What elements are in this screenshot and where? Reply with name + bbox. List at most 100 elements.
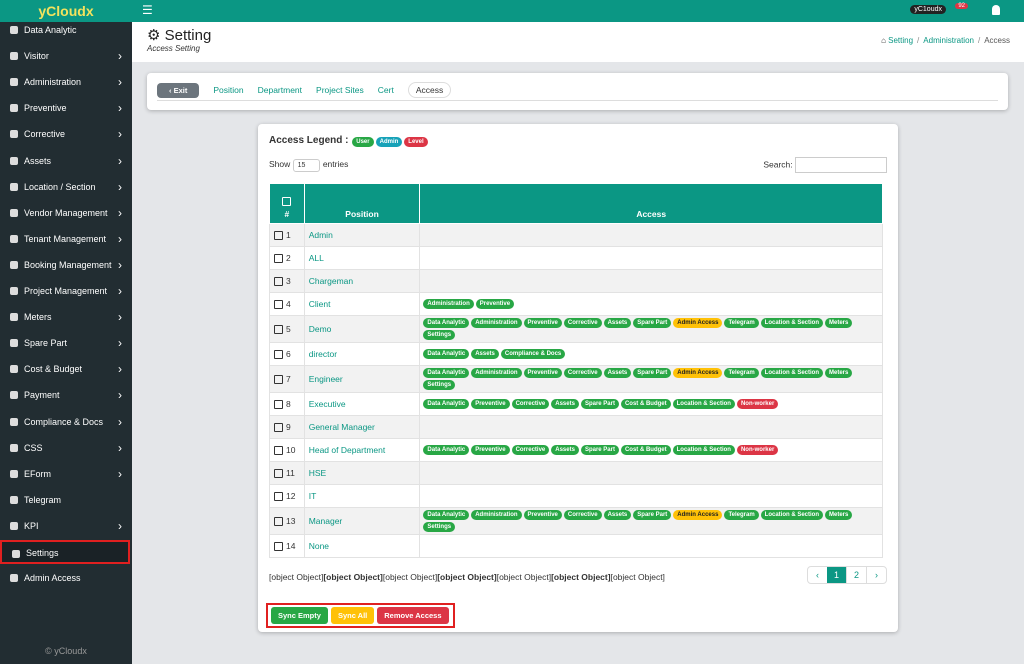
search-input[interactable] [795, 157, 887, 173]
position-link[interactable]: IT [308, 491, 317, 501]
column-header[interactable]: Position [303, 183, 421, 224]
breadcrumb-item[interactable]: Administration [923, 36, 974, 45]
access-badge: Preventive [471, 399, 510, 409]
sidebar-item[interactable]: Administration [0, 70, 130, 94]
page-link[interactable]: 1 [826, 567, 846, 583]
user-icon[interactable] [992, 5, 1000, 15]
page-next[interactable]: › [866, 567, 886, 583]
row-checkbox[interactable] [274, 423, 283, 433]
legend-badge: Level [404, 137, 428, 147]
sidebar-item[interactable]: Data Analytic [0, 18, 130, 42]
access-badge: Administration [471, 318, 522, 328]
row-number-cell: 1 [269, 223, 305, 247]
access-cell [419, 461, 883, 485]
position-cell: HSE [303, 461, 421, 485]
row-checkbox[interactable] [274, 325, 283, 335]
row-checkbox[interactable] [274, 300, 283, 310]
row-checkbox[interactable] [274, 469, 283, 479]
sidebar-item[interactable]: Booking Management [0, 253, 130, 277]
row-number: 12 [286, 490, 296, 501]
access-badge: Location & Section [760, 510, 824, 520]
access-badge: Administration [471, 510, 522, 520]
row-checkbox[interactable] [274, 254, 283, 264]
position-link[interactable]: Admin [308, 230, 333, 240]
page-size-select[interactable]: 15 [292, 159, 321, 172]
position-link[interactable]: ALL [308, 253, 324, 263]
tab[interactable]: Department [257, 85, 303, 95]
breadcrumb-item[interactable]: Setting [888, 36, 914, 45]
sidebar-item[interactable]: Location / Section [0, 175, 130, 199]
position-link[interactable]: General Manager [308, 422, 375, 432]
position-link[interactable]: Manager [308, 516, 343, 526]
table-row: 6 director Data Analytic Assets Compliance &… [269, 342, 883, 366]
column-header[interactable]: Access [419, 183, 883, 224]
action-button[interactable]: Sync All [330, 607, 375, 624]
access-cell: Administration Preventive [419, 292, 883, 316]
position-link[interactable]: Chargeman [308, 276, 354, 286]
access-badge: Assets [551, 445, 579, 455]
sidebar-item[interactable]: Corrective [0, 122, 130, 146]
sidebar-item[interactable]: Spare Part [0, 331, 130, 355]
row-checkbox[interactable] [274, 277, 283, 287]
row-number: 3 [286, 275, 291, 286]
sidebar-item[interactable]: CSS [0, 436, 130, 460]
position-link[interactable]: Demo [308, 324, 332, 334]
column-header[interactable]: # [269, 183, 305, 224]
position-link[interactable]: Engineer [308, 374, 343, 384]
breadcrumb-sep: / [917, 36, 920, 45]
tab[interactable]: Project Sites [316, 85, 364, 95]
tab[interactable]: Access [407, 82, 452, 98]
access-badge: Settings [423, 380, 456, 390]
access-badge: Admin Access [673, 368, 723, 378]
row-checkbox[interactable] [274, 517, 283, 527]
sidebar-item[interactable]: Vendor Management [0, 201, 130, 225]
sidebar-item[interactable]: EForm [0, 462, 130, 486]
sidebar-item[interactable]: Project Management [0, 279, 130, 303]
action-button[interactable]: Remove Access [377, 607, 449, 624]
action-button[interactable]: Sync Empty [271, 607, 328, 624]
sidebar-item[interactable]: KPI [0, 514, 130, 538]
row-checkbox[interactable] [274, 542, 283, 552]
tab[interactable]: Position [213, 85, 244, 95]
position-link[interactable]: HSE [308, 468, 327, 478]
page-link[interactable]: 2 [845, 567, 866, 583]
access-cell [419, 269, 883, 293]
row-checkbox[interactable] [274, 231, 283, 241]
sidebar-item[interactable]: Meters [0, 305, 130, 329]
position-link[interactable]: None [308, 541, 330, 551]
sidebar-item[interactable]: Assets [0, 149, 130, 173]
position-link[interactable]: Executive [308, 399, 346, 409]
sidebar-item[interactable]: Visitor [0, 44, 130, 68]
row-number: 8 [286, 398, 291, 409]
user-badge[interactable]: yC1oudx [910, 5, 946, 14]
access-table: # Position Access 1 Admin 2 ALL 3 Chargeman 4 Clie… [269, 183, 883, 558]
sidebar-item[interactable]: Payment [0, 383, 130, 407]
exit-button[interactable]: ‹ Exit [157, 82, 200, 98]
row-checkbox[interactable] [274, 375, 283, 385]
access-badge: Spare Part [580, 399, 619, 409]
row-number: 7 [286, 373, 291, 384]
row-checkbox[interactable] [274, 446, 283, 456]
position-link[interactable]: Head of Department [308, 445, 386, 455]
tab[interactable]: Cert [377, 85, 394, 95]
select-all[interactable] [282, 197, 292, 206]
sidebar-item[interactable]: Cost & Budget [0, 357, 130, 381]
access-badge: Data Analytic [423, 399, 470, 409]
row-checkbox[interactable] [274, 492, 283, 502]
access-badge: Data Analytic [423, 510, 470, 520]
access-badge: Preventive [523, 318, 562, 328]
sidebar-item[interactable]: Preventive [0, 96, 130, 120]
row-checkbox[interactable] [274, 350, 283, 360]
position-link[interactable]: Client [308, 299, 331, 309]
menu-toggle[interactable]: ☰ [142, 3, 153, 17]
sidebar-item[interactable]: Admin Access [0, 566, 130, 590]
sidebar-item[interactable]: Compliance & Docs [0, 410, 130, 434]
sidebar-item[interactable]: Telegram [0, 488, 130, 512]
notification-count[interactable]: 92 [955, 3, 968, 9]
sidebar-item[interactable]: Settings [0, 540, 130, 564]
page-prev[interactable]: ‹ [815, 570, 819, 580]
access-badge: Non-worker [736, 445, 779, 455]
sidebar-item[interactable]: Tenant Management [0, 227, 130, 251]
row-checkbox[interactable] [274, 400, 283, 410]
position-link[interactable]: director [308, 349, 338, 359]
